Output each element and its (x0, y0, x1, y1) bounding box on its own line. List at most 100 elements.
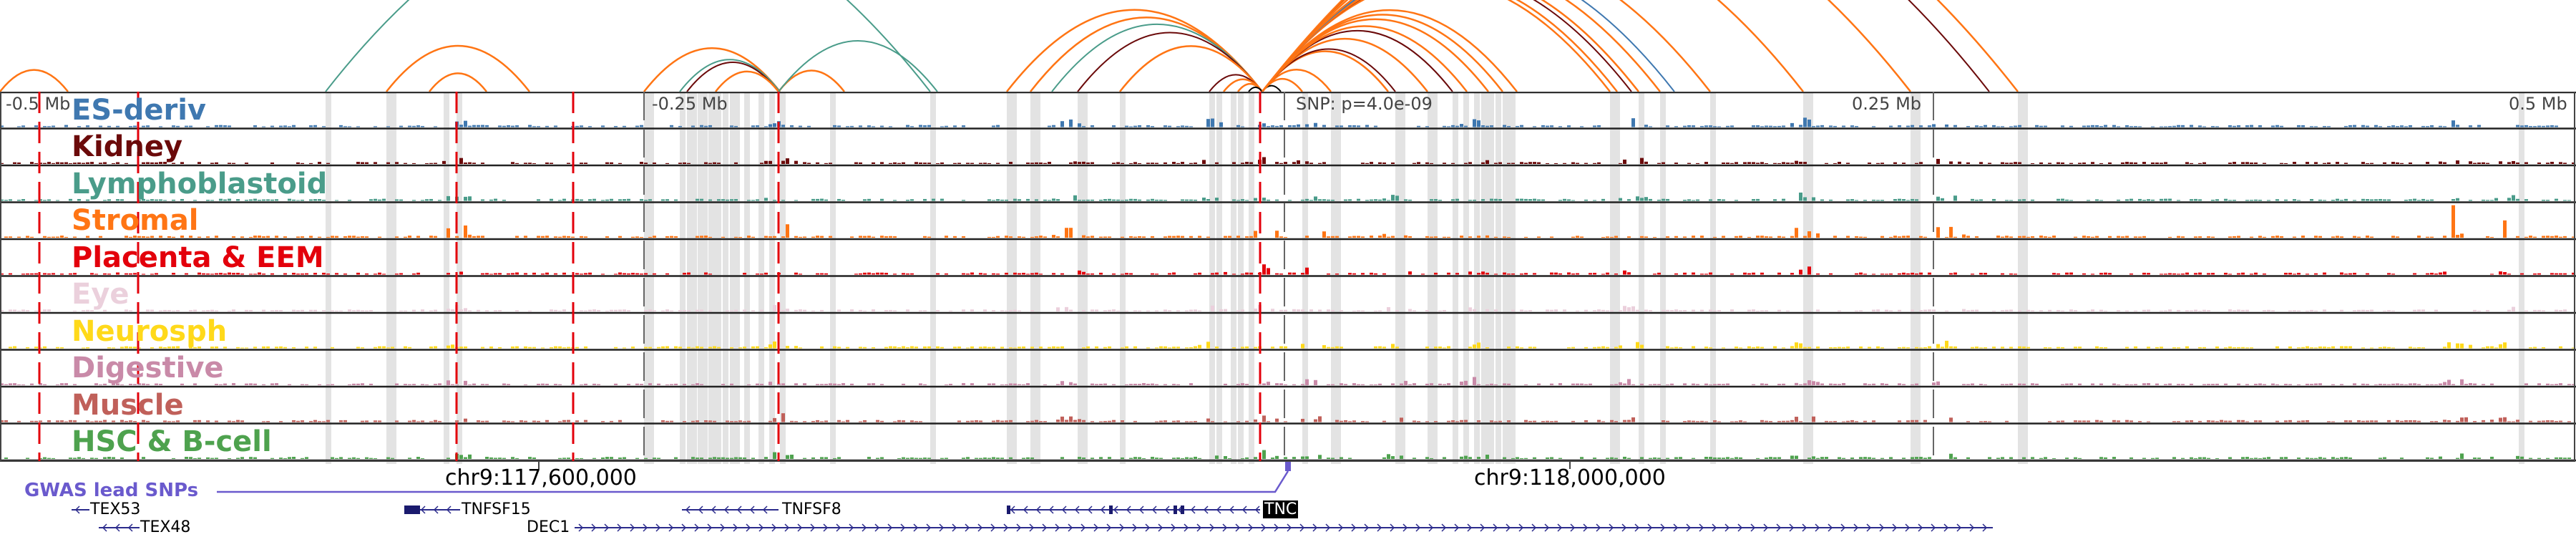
signal-bar (2516, 198, 2519, 201)
signal-bar (614, 347, 618, 349)
signal-bar (240, 420, 244, 422)
signal-bar (575, 458, 579, 459)
signal-bar (197, 162, 201, 164)
signal-track-1 (0, 157, 2575, 164)
signal-bar (1125, 125, 1128, 127)
signal-bar (2198, 420, 2202, 422)
signal-bar (1309, 309, 1313, 311)
signal-bar (992, 420, 995, 422)
signal-bar (2099, 420, 2103, 422)
signal-bar (1713, 420, 1717, 422)
signal-bar (120, 199, 124, 201)
signal-bar (172, 236, 175, 238)
gene-label-tex53[interactable]: TEX53 (90, 500, 141, 518)
signal-bar (893, 421, 897, 422)
signal-bar (2129, 126, 2133, 127)
signal-bar (1091, 458, 1094, 459)
signal-bar (1692, 236, 1695, 238)
signal-bar (1275, 199, 1279, 201)
signal-bar (2434, 421, 2438, 422)
gene-label-tnc[interactable]: TNC (1263, 500, 1299, 518)
signal-bar (1022, 458, 1025, 459)
signal-bar (640, 198, 643, 201)
signal-bar (665, 273, 669, 275)
signal-bar (966, 420, 970, 422)
signal-bar (2069, 309, 2073, 311)
signal-bar (2563, 236, 2567, 238)
signal-bar (103, 420, 107, 422)
signal-bar (751, 458, 755, 459)
signal-bar (1443, 163, 1446, 164)
signal-bar (2550, 236, 2554, 238)
signal-bar (133, 236, 137, 238)
signal-bar (477, 125, 480, 127)
signal-bar (193, 458, 197, 459)
signal-bar (1747, 273, 1751, 275)
signal-bar (1279, 383, 1283, 385)
signal-bar (2039, 458, 2043, 459)
loop-arc (325, 0, 931, 92)
signal-bar (2168, 236, 2172, 238)
signal-bar (13, 162, 16, 164)
signal-bar (421, 309, 424, 311)
signal-bar (99, 125, 102, 127)
signal-bar (258, 236, 261, 238)
signal-bar (245, 383, 248, 385)
signal-bar (803, 236, 806, 238)
signal-bar (1988, 457, 1991, 459)
signal-bar (1537, 199, 1541, 201)
signal-bar (1361, 421, 1365, 422)
signal-bar (2022, 383, 2026, 385)
signal-bar (112, 347, 115, 349)
signal-bar (1777, 457, 1781, 459)
signal-bar (2306, 162, 2309, 164)
signal-bar (2224, 347, 2228, 349)
gene-label-dec1[interactable]: DEC1 (527, 518, 570, 536)
signal-bar (52, 125, 55, 127)
signal-bar (1043, 384, 1047, 385)
gene-label-tnfsf15[interactable]: TNFSF15 (462, 500, 531, 518)
signal-bar (348, 126, 351, 127)
signal-bar (584, 236, 587, 238)
signal-bar (172, 273, 175, 275)
signal-bar (1391, 195, 1395, 201)
signal-bar (2486, 163, 2489, 164)
strand-arrow (1164, 505, 1170, 514)
gene-label-tnfsf8[interactable]: TNFSF8 (782, 500, 841, 518)
signal-bar (528, 457, 532, 459)
signal-bar (2344, 125, 2348, 127)
signal-bar (1752, 384, 1755, 385)
signal-bar (2044, 236, 2047, 238)
signal-bar (700, 198, 703, 201)
signal-bar (2529, 420, 2532, 422)
signal-bar (1795, 382, 1798, 385)
gene-label-tex48[interactable]: TEX48 (140, 518, 191, 536)
signal-bar (2091, 125, 2094, 127)
signal-bar (1468, 271, 1472, 275)
signal-bar (1056, 307, 1060, 311)
signal-bar (2211, 384, 2215, 385)
signal-bar (1593, 273, 1596, 275)
signal-bar (914, 347, 918, 349)
signal-bar (683, 309, 686, 311)
signal-bar (1485, 272, 1489, 275)
signal-bar (107, 199, 111, 201)
gwas-snp-marker (1285, 462, 1291, 471)
signal-bar (781, 413, 785, 422)
signal-bar (1425, 236, 1429, 238)
signal-bar (614, 309, 618, 311)
signal-bar (1443, 457, 1446, 459)
signal-bar (215, 236, 218, 238)
signal-bar (2379, 126, 2382, 127)
highlight-band (644, 92, 654, 464)
signal-bar (1382, 233, 1386, 238)
signal-bar (1902, 384, 1906, 385)
signal-bar (2348, 273, 2352, 275)
strand-arrow (758, 523, 764, 532)
signal-bar (240, 236, 244, 238)
signal-bar (348, 458, 351, 459)
signal-bar (1236, 236, 1240, 238)
signal-bar (1400, 417, 1403, 422)
strand-arrow (420, 505, 426, 514)
signal-bar (979, 347, 982, 349)
